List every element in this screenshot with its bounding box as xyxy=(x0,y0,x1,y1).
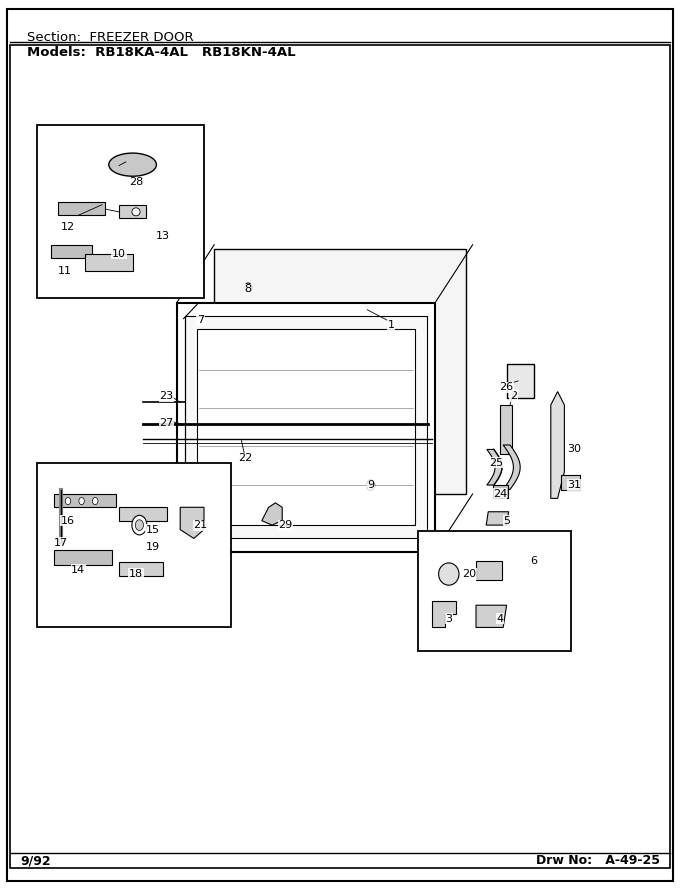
Polygon shape xyxy=(487,449,502,485)
Text: 30: 30 xyxy=(568,444,581,455)
Text: 20: 20 xyxy=(462,569,476,579)
Text: 5: 5 xyxy=(503,515,510,526)
Ellipse shape xyxy=(79,498,84,505)
Ellipse shape xyxy=(245,283,252,292)
Polygon shape xyxy=(51,245,92,258)
Text: 21: 21 xyxy=(194,520,207,530)
Polygon shape xyxy=(432,601,456,627)
Polygon shape xyxy=(119,562,163,576)
FancyBboxPatch shape xyxy=(500,405,512,454)
Ellipse shape xyxy=(135,520,143,530)
Ellipse shape xyxy=(367,480,375,490)
Polygon shape xyxy=(54,550,112,565)
Text: 17: 17 xyxy=(54,538,68,548)
Polygon shape xyxy=(85,254,133,271)
Ellipse shape xyxy=(92,498,98,505)
Text: 14: 14 xyxy=(71,564,85,575)
Polygon shape xyxy=(58,202,105,215)
FancyBboxPatch shape xyxy=(37,125,204,298)
FancyBboxPatch shape xyxy=(10,44,670,868)
Text: 31: 31 xyxy=(568,480,581,490)
Polygon shape xyxy=(503,445,520,490)
Polygon shape xyxy=(180,507,204,538)
Polygon shape xyxy=(119,507,167,521)
FancyBboxPatch shape xyxy=(177,303,435,552)
Text: 26: 26 xyxy=(500,382,513,392)
Text: Models:  RB18KA-4AL   RB18KN-4AL: Models: RB18KA-4AL RB18KN-4AL xyxy=(27,46,296,60)
Text: 12: 12 xyxy=(61,222,75,232)
Text: Section:  FREEZER DOOR: Section: FREEZER DOOR xyxy=(27,31,194,44)
FancyBboxPatch shape xyxy=(507,364,534,398)
Text: 6: 6 xyxy=(530,555,537,566)
Text: 18: 18 xyxy=(129,569,143,579)
Text: Drw No:   A-49-25: Drw No: A-49-25 xyxy=(536,854,660,867)
Text: 25: 25 xyxy=(490,457,503,468)
Ellipse shape xyxy=(439,563,459,586)
Text: 7: 7 xyxy=(197,315,204,326)
Text: 13: 13 xyxy=(156,231,170,241)
Text: 9: 9 xyxy=(367,480,374,490)
Text: 28: 28 xyxy=(129,177,143,188)
Text: 29: 29 xyxy=(279,520,292,530)
FancyBboxPatch shape xyxy=(214,249,466,494)
Polygon shape xyxy=(551,392,564,498)
Ellipse shape xyxy=(132,208,140,215)
Ellipse shape xyxy=(132,515,147,535)
Text: 27: 27 xyxy=(160,417,173,428)
FancyBboxPatch shape xyxy=(561,475,580,490)
Polygon shape xyxy=(486,512,509,525)
FancyBboxPatch shape xyxy=(7,9,673,881)
Ellipse shape xyxy=(65,498,71,505)
FancyBboxPatch shape xyxy=(197,329,415,525)
FancyBboxPatch shape xyxy=(476,561,502,580)
Text: 10: 10 xyxy=(112,248,126,259)
Text: 8: 8 xyxy=(245,284,252,295)
Text: 11: 11 xyxy=(58,266,71,277)
Text: 4: 4 xyxy=(496,613,503,624)
Text: 24: 24 xyxy=(493,489,507,499)
Text: 9/92: 9/92 xyxy=(20,854,51,867)
FancyBboxPatch shape xyxy=(37,463,231,627)
FancyBboxPatch shape xyxy=(185,316,427,538)
Text: 15: 15 xyxy=(146,524,160,535)
Text: 3: 3 xyxy=(445,613,452,624)
Text: 16: 16 xyxy=(61,515,75,526)
Text: 23: 23 xyxy=(160,391,173,401)
Polygon shape xyxy=(54,494,116,507)
Polygon shape xyxy=(476,605,507,627)
Polygon shape xyxy=(119,205,146,218)
Ellipse shape xyxy=(109,153,156,176)
Text: 19: 19 xyxy=(146,542,160,553)
Text: 1: 1 xyxy=(388,320,394,330)
Polygon shape xyxy=(262,503,282,525)
Text: 22: 22 xyxy=(238,453,252,464)
Text: 2: 2 xyxy=(510,391,517,401)
FancyBboxPatch shape xyxy=(418,531,571,651)
FancyBboxPatch shape xyxy=(493,485,508,498)
